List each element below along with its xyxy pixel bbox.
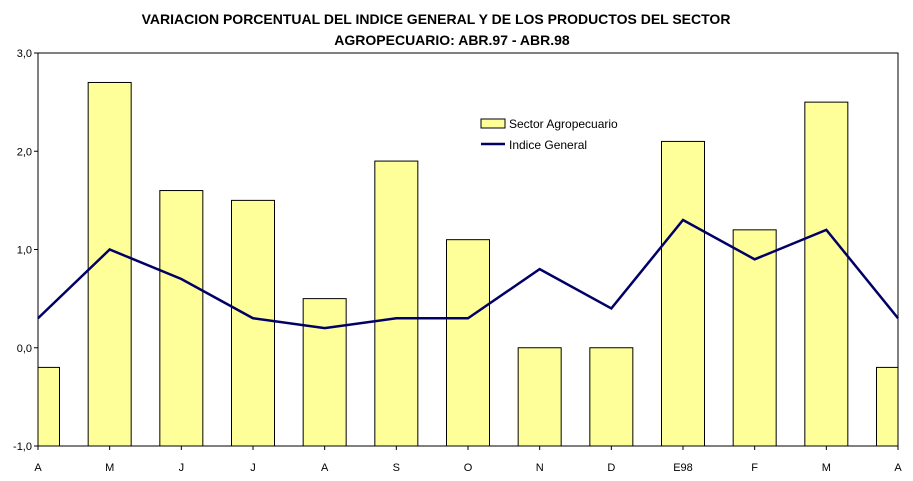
bar-sector-agropecuario (231, 199, 275, 447)
x-tick-label: O (464, 462, 473, 474)
y-tick-label: 0,0 (17, 343, 32, 355)
bar-sector-agropecuario (589, 347, 634, 447)
x-tick-label: A (894, 462, 902, 474)
legend-bar-swatch (480, 118, 506, 129)
bar-sector-agropecuario (804, 101, 849, 447)
x-tick-label: M (822, 462, 831, 474)
x-tick-label: J (250, 462, 256, 474)
y-tick-label: -1,0 (13, 441, 32, 453)
legend-label-indice: Indice General (509, 138, 587, 152)
x-tick-label: F (751, 462, 758, 474)
bar-sector-agropecuario (302, 298, 347, 447)
y-tick-label: 1,0 (17, 245, 32, 257)
bar-sector-agropecuario (159, 190, 204, 447)
y-tick-label: 3,0 (17, 48, 32, 60)
bar-sector-agropecuario (517, 347, 562, 447)
x-tick-label: S (393, 462, 400, 474)
bar-sector-agropecuario (374, 160, 419, 447)
bar-sector-agropecuario (446, 239, 490, 447)
x-tick-label: M (105, 462, 114, 474)
x-tick-label: D (607, 462, 615, 474)
chart-title-line2: AGROPECUARIO: ABR.97 - ABR.98 (334, 32, 570, 48)
bar-sector-agropecuario (876, 366, 899, 447)
x-tick-label: E98 (673, 462, 693, 474)
chart-title-line1: VARIACION PORCENTUAL DEL INDICE GENERAL … (142, 11, 731, 27)
x-tick-label: A (321, 462, 329, 474)
x-tick-label: J (179, 462, 185, 474)
bar-sector-agropecuario (661, 140, 705, 447)
bar-sector-agropecuario (37, 366, 60, 447)
x-tick-label: A (34, 462, 42, 474)
legend: Sector Agropecuario Indice General (480, 117, 618, 152)
y-tick-label: 2,0 (17, 146, 32, 158)
legend-label-sector: Sector Agropecuario (509, 117, 618, 131)
x-tick-label: N (536, 462, 544, 474)
bar-sector-agropecuario (732, 229, 777, 447)
